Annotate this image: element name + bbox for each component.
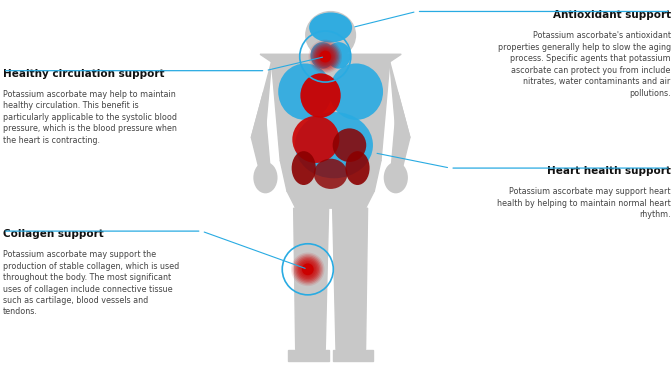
Ellipse shape	[301, 262, 314, 276]
Ellipse shape	[315, 47, 335, 66]
Ellipse shape	[310, 42, 335, 69]
Ellipse shape	[311, 42, 339, 71]
Ellipse shape	[306, 268, 309, 271]
Polygon shape	[287, 191, 374, 208]
Ellipse shape	[329, 63, 383, 120]
Polygon shape	[320, 47, 341, 52]
Ellipse shape	[309, 13, 352, 42]
Text: Healthy circulation support: Healthy circulation support	[3, 69, 164, 79]
Ellipse shape	[300, 73, 341, 118]
Ellipse shape	[278, 63, 332, 120]
Polygon shape	[280, 160, 381, 191]
Polygon shape	[323, 55, 339, 58]
Text: Potassium ascorbate may support heart
health by helping to maintain normal heart: Potassium ascorbate may support heart he…	[497, 187, 671, 219]
Ellipse shape	[384, 162, 408, 193]
Ellipse shape	[323, 54, 328, 59]
Polygon shape	[333, 208, 368, 350]
Ellipse shape	[299, 261, 316, 278]
Ellipse shape	[319, 50, 332, 63]
Ellipse shape	[295, 112, 373, 178]
Text: Potassium ascorbate may support the
production of stable collagen, which is used: Potassium ascorbate may support the prod…	[3, 250, 179, 316]
Ellipse shape	[291, 253, 325, 286]
Ellipse shape	[302, 264, 314, 275]
Ellipse shape	[292, 254, 323, 285]
Polygon shape	[288, 350, 329, 361]
Ellipse shape	[324, 55, 327, 58]
Polygon shape	[251, 62, 271, 138]
Ellipse shape	[295, 257, 321, 282]
Ellipse shape	[298, 259, 318, 279]
Polygon shape	[271, 62, 390, 160]
Text: Heart health support: Heart health support	[547, 166, 671, 176]
Ellipse shape	[320, 51, 331, 62]
Ellipse shape	[308, 40, 342, 73]
Text: Potassium ascorbate may help to maintain
healthy circulation. This benefit is
pa: Potassium ascorbate may help to maintain…	[3, 90, 177, 144]
Polygon shape	[390, 62, 410, 138]
Ellipse shape	[302, 264, 313, 275]
Ellipse shape	[292, 151, 316, 185]
Text: Potassium ascorbate's antioxidant
properties generally help to slow the aging
pr: Potassium ascorbate's antioxidant proper…	[497, 31, 671, 97]
Text: Antioxidant support: Antioxidant support	[552, 10, 671, 19]
Ellipse shape	[296, 258, 319, 280]
Polygon shape	[294, 208, 329, 350]
Text: Collagen support: Collagen support	[3, 229, 103, 239]
Ellipse shape	[310, 41, 341, 72]
Ellipse shape	[314, 159, 347, 189]
Ellipse shape	[304, 265, 312, 274]
Ellipse shape	[319, 51, 331, 62]
Ellipse shape	[345, 151, 370, 185]
Ellipse shape	[314, 45, 337, 68]
Ellipse shape	[333, 128, 366, 162]
Ellipse shape	[305, 267, 310, 272]
Ellipse shape	[317, 48, 333, 65]
Ellipse shape	[292, 116, 339, 163]
Polygon shape	[333, 350, 373, 361]
Ellipse shape	[327, 42, 351, 69]
Polygon shape	[391, 92, 410, 170]
Polygon shape	[260, 54, 401, 62]
Ellipse shape	[321, 52, 329, 61]
Ellipse shape	[253, 162, 278, 193]
Ellipse shape	[312, 44, 338, 69]
Ellipse shape	[294, 255, 322, 283]
Polygon shape	[251, 92, 270, 170]
Ellipse shape	[305, 11, 356, 60]
